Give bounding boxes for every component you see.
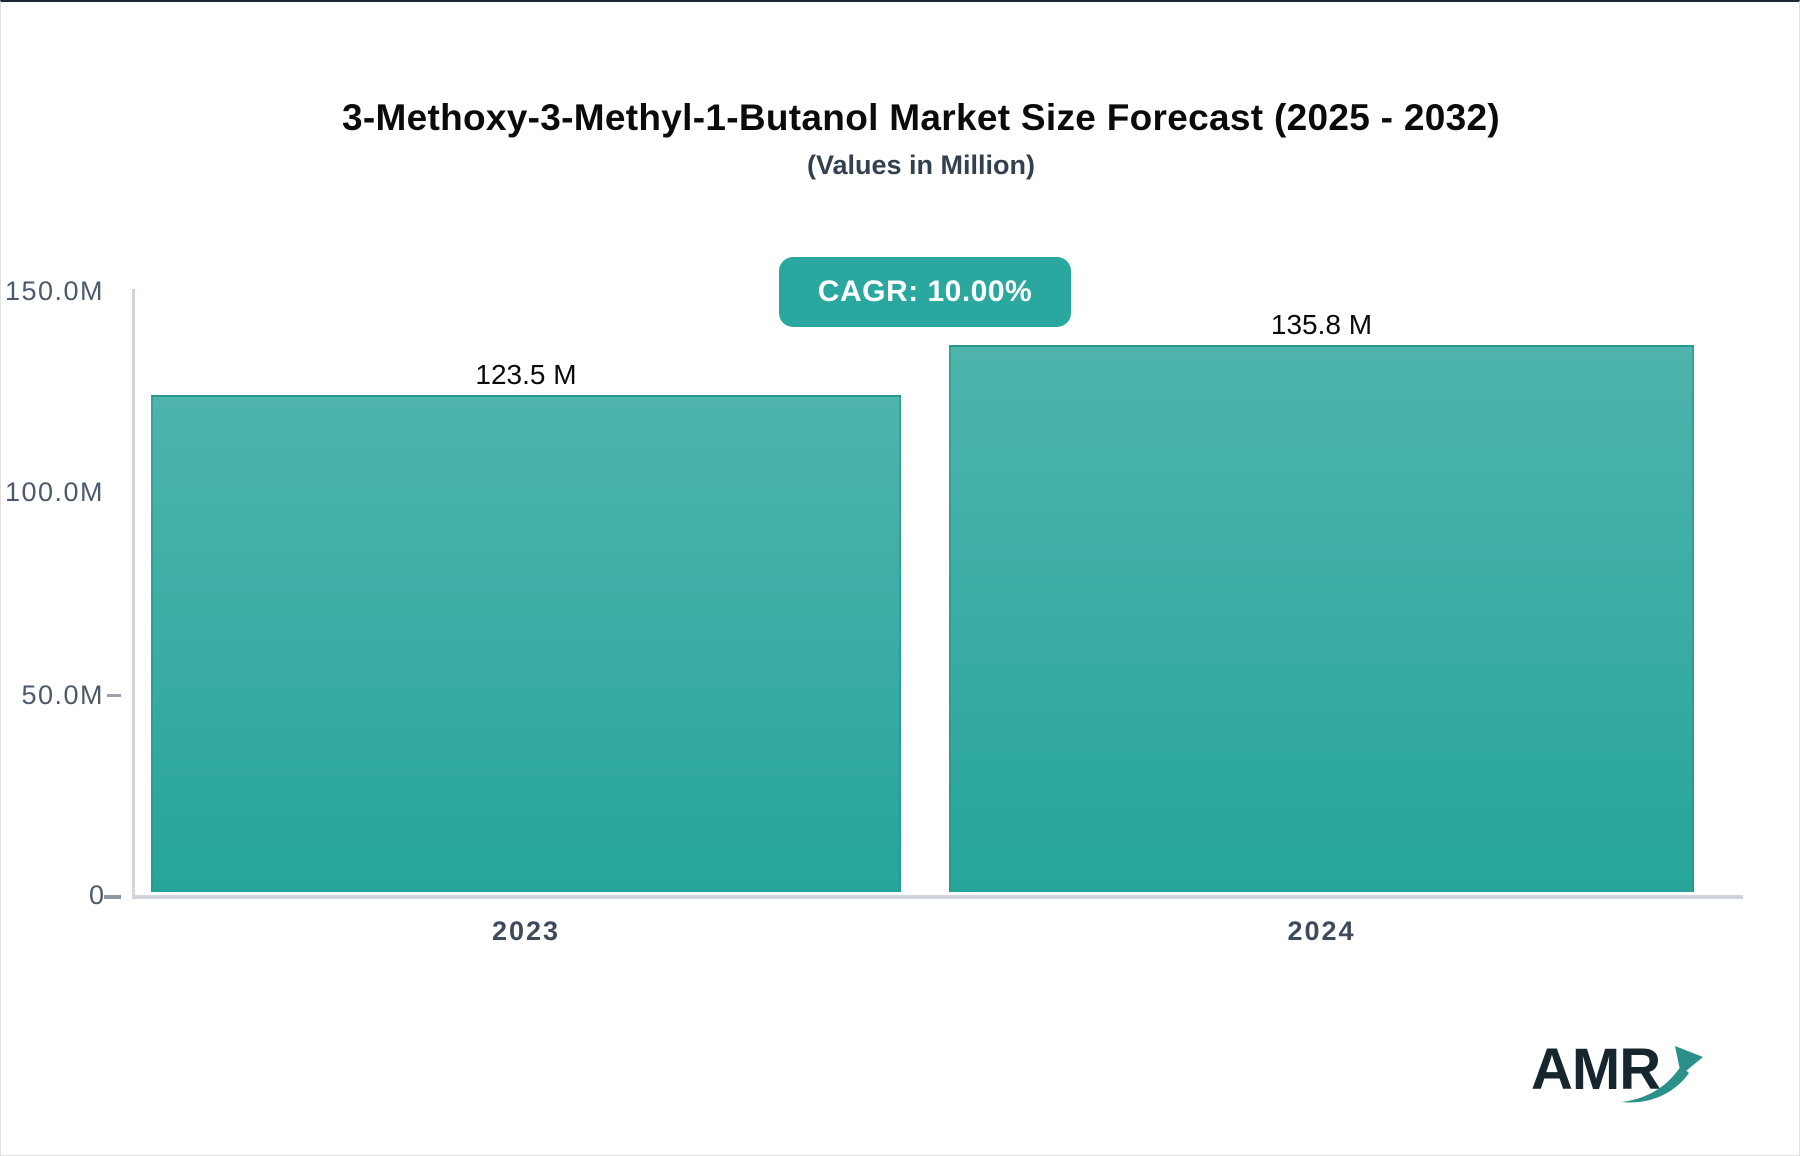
- chart-title: 3-Methoxy-3-Methyl-1-Butanol Market Size…: [341, 97, 1500, 138]
- y-axis-line: [132, 289, 135, 897]
- y-tick-label-150: 150.0M: [4, 276, 104, 306]
- y-tick-label-0: 0: [88, 880, 104, 910]
- x-tick-label-2023: 2023: [491, 916, 561, 946]
- amr-logo-text: AMR: [1531, 1037, 1661, 1102]
- growth-arrow-icon: [1621, 1046, 1703, 1103]
- y-tick-mark-0: [104, 895, 121, 899]
- chart-subtitle: (Values in Million): [806, 150, 1036, 180]
- y-tick-mark-50: [107, 694, 121, 697]
- bar-2024[interactable]: [949, 345, 1694, 892]
- x-tick-label-2024: 2024: [1287, 916, 1356, 946]
- bar-2023[interactable]: [151, 395, 901, 892]
- x-axis-line: [132, 895, 1743, 899]
- bar-value-label-2023: 123.5 M: [475, 359, 577, 390]
- amr-logo: AMR: [1531, 1038, 1711, 1110]
- y-tick-label-100: 100.0M: [4, 477, 104, 507]
- bar-value-label-2024: 135.8 M: [1270, 309, 1373, 340]
- y-tick-label-50: 50.0M: [21, 680, 104, 710]
- cagr-badge: CAGR: 10.00%: [779, 257, 1071, 327]
